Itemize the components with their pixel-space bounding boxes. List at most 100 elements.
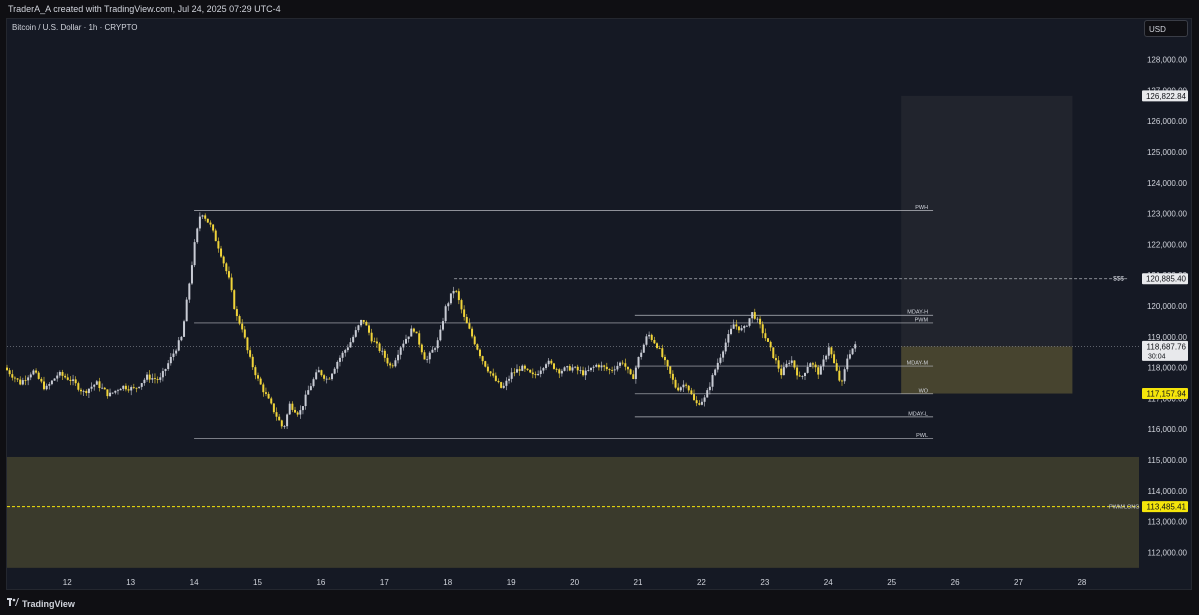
axis-price-label-bg [1142,388,1188,400]
candle-body [457,291,460,301]
candle-body [843,369,846,382]
x-tick-label: 19 [507,578,516,587]
candle-body [130,387,133,391]
candle-body [502,385,505,388]
candle-body [391,365,394,367]
candle-body [756,318,759,320]
candle-body [209,222,212,225]
candle-body [143,379,146,384]
candle-body [576,366,579,371]
candle-body [175,350,178,354]
candle-body [153,378,156,380]
candle-body [716,362,719,370]
candle-body [304,394,307,407]
candle-body [280,420,283,427]
candle-body [605,366,608,370]
candle-body [587,370,590,371]
candle-body [349,342,352,348]
candle-body [275,412,278,417]
candle-body [225,263,228,272]
candle-body [637,356,640,368]
candle-body [264,392,267,394]
candle-body [354,330,357,337]
candle-body [140,383,143,387]
candle-body [138,386,141,388]
candle-body [465,316,468,324]
candle-body [267,393,270,399]
candle-body [270,398,273,404]
candle-body [515,369,518,373]
candle-body [547,360,550,365]
candle-body [204,215,207,219]
axis-price-label-bg [1142,501,1188,513]
candle-body [600,365,603,368]
candle-body [481,356,484,362]
candle-body [806,366,809,373]
candle-body [40,378,43,382]
candle-body [550,360,553,364]
candle-body [727,334,730,343]
candle-body [751,312,754,319]
y-tick-label: 122,000.00 [1147,240,1188,249]
candle-body [135,387,138,389]
candle-body [42,381,45,390]
candle-body [291,403,294,410]
candle-body [714,369,717,376]
candle-body [27,377,30,381]
candle-body [37,372,40,379]
candle-body [217,241,220,249]
y-tick-label: 119,000.00 [1148,333,1188,342]
candle-body [814,364,817,368]
credit-text: TraderA_A created with TradingView.com, … [8,4,281,14]
candle-body [825,355,828,360]
currency-selector[interactable]: USD [1144,20,1188,37]
candle-body [761,324,764,334]
x-tick-label: 13 [126,578,135,587]
candle-body [243,329,246,338]
footer-bar: TradingView [0,592,1199,615]
candle-body [811,363,814,365]
candle-body [317,370,320,373]
candle-body [161,371,164,378]
candle-body [418,333,421,345]
candle-body [301,406,304,411]
candle-body [817,367,820,375]
y-tick-label: 112,000.00 [1148,548,1188,557]
candle-body [804,372,807,377]
x-tick-label: 17 [380,578,389,587]
x-tick-label: 27 [1014,578,1023,587]
candle-body [286,414,289,427]
candle-body [497,380,500,383]
axis-price-label-bg [1142,273,1188,285]
candle-body [626,366,629,370]
candle-body [106,389,109,397]
candle-body [455,290,458,292]
x-tick-label: 28 [1077,578,1086,587]
candle-body [772,347,775,358]
candle-body [331,373,334,380]
candle-body [383,350,386,358]
candle-body [471,328,474,337]
candle-body [257,375,260,379]
x-tick-label: 14 [190,578,199,587]
candle-body [759,318,762,325]
candle-body [188,283,191,300]
x-tick-label: 21 [634,578,643,587]
candle-body [629,369,632,375]
candle-body [198,216,201,229]
candle-body [603,365,606,367]
candle-body [830,347,833,355]
candle-body [748,318,751,326]
candle-body [706,390,709,398]
countdown-label: 30:04 [1148,353,1166,360]
candle-body [640,352,643,357]
candle-body [98,381,101,389]
candle-body [571,367,574,371]
brand-name: TradingView [22,599,75,609]
x-tick-label: 22 [697,578,706,587]
candle-body [159,377,162,380]
candle-body [8,370,11,375]
candle-body [299,410,302,415]
candle-body [518,369,521,371]
